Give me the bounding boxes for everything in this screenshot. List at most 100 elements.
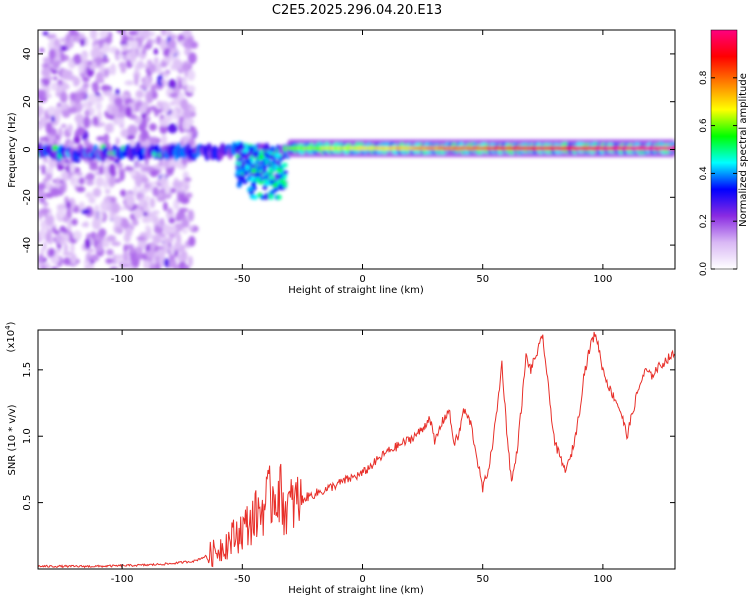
spectrogram-cell [58,127,63,139]
spectrogram-cell [181,77,187,87]
spectrogram-cell [180,98,189,111]
spectrogram-cell [164,237,174,244]
spectrogram-cell [53,109,61,120]
spectrogram-cell [105,114,115,119]
spectrogram-cell [100,122,106,127]
spectrogram-cell [108,163,116,176]
spectrogram-cell [184,47,191,56]
snr-frame [37,329,676,570]
spectrogram-cell [149,123,157,131]
spectrogram-cell [250,146,256,152]
spectrogram-cell [133,208,143,219]
spectrogram-cell [131,219,139,227]
spectrogram-cell [169,34,178,39]
spectrogram-cell [47,225,53,231]
spectrogram-cell [111,202,121,214]
spectrogram-cell [116,30,125,34]
spectrogram-cell [119,217,129,228]
spectrogram-cell [81,222,89,227]
spectrogram-cell [84,238,91,250]
spectrogram-cell [83,116,91,129]
spectrogram-cell [181,228,189,234]
spectrogram-cell [160,30,167,37]
spectrogram-cell [164,184,171,195]
spectrogram-cell [235,145,241,151]
spectrogram-cell [120,189,126,197]
spectrogram-cell [124,80,134,86]
spectrogram-cell [74,113,85,124]
spectrogram-cell [186,192,193,199]
spectrogram-cell [268,174,274,180]
spectrogram-cell [69,92,77,101]
spectrogram-cell [259,154,265,160]
spectrogram-cell [90,48,100,59]
spectrogram-cell [96,136,106,142]
spectrogram-cell [38,253,45,264]
spectrogram-cell [282,170,288,176]
spectrogram-cell [188,136,195,147]
spectrogram-cell [160,78,165,84]
spectrogram-cell [70,253,77,265]
spectrogram-cell [164,112,173,123]
spectrogram-cell [51,60,62,66]
y-tick-label: 1.5 [22,362,33,378]
spectrogram-cell [136,236,146,241]
spectrogram-cell [268,193,274,199]
colorbar-label: Normalized spectral amplitude [738,73,749,227]
spectrogram-cell [104,36,113,44]
spectrogram-cell [72,76,81,87]
spectrogram-cell [108,176,116,187]
spectrogram-cell [147,38,153,46]
spectrogram-cell [189,130,197,138]
spectrogram-cell [152,186,160,197]
spectrogram-cell [160,61,168,68]
spectrogram-cell [169,101,175,107]
spectrogram-cell [144,225,151,230]
colorbar-ticks: 0.0 0.2 0.4 0.6 0.8 [699,70,737,276]
spectrogram-cell [108,93,115,103]
spectrogram-cell [143,211,148,217]
spectrogram-blobs [38,30,675,269]
spectrogram-cell [187,52,197,64]
spectrogram-cell [121,93,130,99]
x-tick-label: -100 [111,274,134,285]
colorbar-tick-label: 0.8 [699,70,709,85]
spectrogram-y-ticks: -40 -20 0 20 40 [22,48,675,253]
spectrogram-cell [246,158,252,164]
spectrogram-cell [159,177,167,186]
spectrogram-cell [182,215,188,226]
spectrogram-x-label: Height of straight line (km) [288,285,424,296]
spectrogram-cell [281,174,287,180]
spectrogram-cell [120,128,130,138]
spectrogram-cell [75,172,83,177]
spectrogram-cell [167,123,178,134]
spectrogram-cell [262,184,268,190]
spectrogram-cell [275,160,281,166]
spectrogram-cell [38,123,43,131]
snr-x-ticks: -100 -50 0 50 100 [111,330,612,585]
x-tick-label: 0 [359,574,365,585]
spectrogram-cell [256,165,262,171]
spectrogram-cell [115,226,122,234]
spectrogram-cell [38,105,44,117]
spectrogram-cell [276,194,282,200]
spectrogram-cell [78,177,85,185]
spectrogram-cell [46,166,54,175]
spectrogram-cell [49,37,56,50]
spectrogram-cell [61,108,71,118]
spectrogram-cell [133,73,139,86]
spectrogram-cell [251,168,257,174]
colorbar-tick-label: 0.4 [699,166,709,181]
y-tick-label: -20 [22,189,33,205]
spectrogram-cell [99,30,109,39]
spectrogram-cell [57,208,65,219]
spectrogram-cell [138,187,149,194]
spectrogram-cell [156,249,166,258]
spectrogram-cell [115,117,125,126]
colorbar-gradient [710,29,738,270]
spectrogram-cell [120,258,131,266]
spectrogram-cell [80,51,87,61]
x-tick-label: -50 [234,574,250,585]
spectrogram-cell [187,69,196,81]
